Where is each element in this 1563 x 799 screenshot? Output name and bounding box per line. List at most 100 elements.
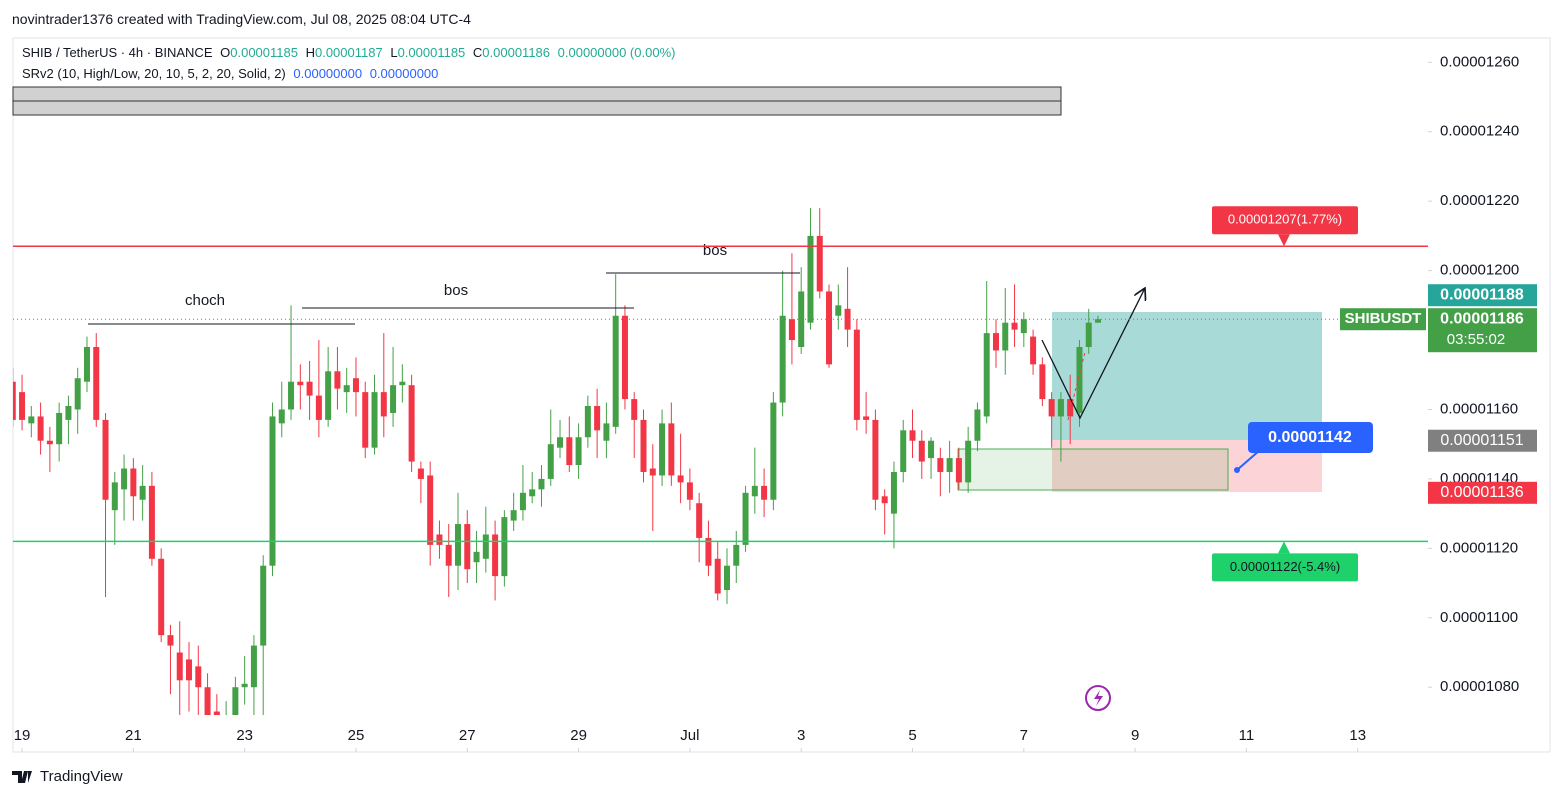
candle-body bbox=[1002, 322, 1009, 351]
flash-bolt bbox=[1094, 690, 1103, 706]
candle-body bbox=[501, 517, 508, 577]
indicator-value: 0.00000000 bbox=[369, 66, 439, 81]
level-label: 0.00001122(-5.4%) bbox=[1230, 559, 1340, 574]
candle-body bbox=[278, 409, 285, 424]
candle-body bbox=[83, 346, 90, 382]
candle-body bbox=[121, 468, 128, 490]
candle-body bbox=[955, 458, 962, 483]
candle-body bbox=[853, 329, 860, 420]
candle-body bbox=[482, 534, 489, 559]
candle-body bbox=[176, 652, 183, 681]
candle-body bbox=[343, 385, 350, 393]
candle-body bbox=[612, 315, 619, 427]
y-tick-label: 0.00001240 bbox=[1440, 123, 1519, 140]
demand-zone bbox=[957, 448, 1229, 491]
indicator-value: 0.00000000 bbox=[293, 66, 363, 81]
candle-body bbox=[288, 381, 295, 410]
price-label: 0.00001151 bbox=[1440, 432, 1523, 449]
candle-body bbox=[575, 437, 582, 466]
candle-body bbox=[93, 346, 100, 420]
candle-body bbox=[826, 291, 833, 365]
candle-body bbox=[148, 485, 155, 559]
y-tick-label: 0.00001080 bbox=[1440, 678, 1519, 695]
y-tick-label: 0.00001220 bbox=[1440, 192, 1519, 209]
symbol: SHIB / TetherUS · 4h · BINANCE bbox=[22, 45, 213, 60]
callout-box bbox=[1248, 422, 1373, 453]
candle-body bbox=[213, 711, 220, 715]
x-tick-label: 5 bbox=[908, 727, 916, 744]
price-label: 0.00001186 bbox=[1440, 310, 1524, 327]
ohlc-value: 0.00001187 bbox=[314, 45, 383, 60]
candle-body bbox=[250, 645, 257, 688]
candle-body bbox=[454, 524, 461, 566]
candle-body bbox=[306, 381, 313, 396]
candle-body bbox=[1067, 399, 1074, 417]
candle-body bbox=[1030, 336, 1037, 365]
indicator: SRv2 (10, High/Low, 20, 10, 5, 2, 20, So… bbox=[22, 66, 286, 81]
candle-body bbox=[566, 437, 573, 466]
level-label: 0.00001207(1.77%) bbox=[1228, 212, 1342, 227]
candle-body bbox=[538, 478, 545, 490]
ohlc-key: O bbox=[220, 45, 231, 60]
x-tick-label: 13 bbox=[1349, 727, 1366, 744]
candle-body bbox=[130, 468, 137, 497]
ohlc-value: 0.00001185 bbox=[397, 45, 466, 60]
candle-body bbox=[863, 416, 870, 420]
ohlc-key: C bbox=[472, 45, 483, 60]
candle-body bbox=[37, 416, 44, 441]
candle-body bbox=[46, 440, 53, 445]
candle-body bbox=[241, 683, 248, 688]
candle-body bbox=[603, 423, 610, 441]
y-tick-label: 0.00001120 bbox=[1440, 539, 1518, 556]
candle-body bbox=[621, 315, 628, 400]
candle-body bbox=[56, 412, 63, 445]
candle-body bbox=[584, 406, 591, 438]
candle-body bbox=[890, 471, 897, 514]
candle-body bbox=[1057, 399, 1064, 417]
annotation: bos bbox=[703, 242, 727, 259]
y-tick-label: 0.00001260 bbox=[1440, 53, 1519, 70]
candle-body bbox=[835, 305, 842, 316]
candle-body bbox=[1011, 322, 1018, 330]
projection-arrow bbox=[1041, 288, 1145, 420]
callout-text: 0.00001142 bbox=[1268, 429, 1352, 446]
candle-body bbox=[992, 333, 999, 351]
annotation: bos bbox=[444, 282, 468, 299]
candle-body bbox=[557, 437, 564, 448]
candle-body bbox=[74, 378, 81, 410]
candle-body bbox=[928, 440, 935, 459]
candle-body bbox=[779, 315, 786, 403]
x-tick-label: 9 bbox=[1131, 727, 1139, 744]
candle-body bbox=[547, 444, 554, 479]
candle-body bbox=[445, 544, 452, 566]
candle-body bbox=[844, 308, 851, 330]
candle-body bbox=[807, 235, 814, 323]
x-tick-label: Jul bbox=[680, 727, 699, 744]
annotation: choch bbox=[185, 292, 225, 309]
candle-body bbox=[946, 458, 953, 472]
level-label-box bbox=[1212, 206, 1358, 235]
candle-body bbox=[761, 485, 768, 500]
candle-body bbox=[158, 558, 165, 636]
candle-body bbox=[918, 440, 925, 462]
x-tick-label: 11 bbox=[1239, 727, 1255, 744]
x-tick-label: 3 bbox=[797, 727, 805, 744]
candle-body bbox=[733, 544, 740, 566]
candle-body bbox=[334, 371, 341, 389]
candle-body bbox=[473, 551, 480, 563]
symbol-tag: SHIBUSDT bbox=[1345, 310, 1422, 327]
candle-body bbox=[204, 687, 211, 715]
x-tick-label: 27 bbox=[459, 727, 476, 744]
flash-icon[interactable] bbox=[1085, 685, 1111, 711]
candle-body bbox=[751, 485, 758, 497]
candle-body bbox=[705, 537, 712, 566]
callout-pointer bbox=[1236, 449, 1261, 471]
x-tick-label: 19 bbox=[14, 727, 31, 744]
x-tick-label: 7 bbox=[1020, 727, 1028, 744]
x-tick-label: 29 bbox=[570, 727, 587, 744]
candle-body bbox=[427, 475, 434, 545]
level-label-tip bbox=[1278, 541, 1290, 554]
candle-body bbox=[19, 392, 26, 420]
candle-body bbox=[352, 378, 359, 393]
